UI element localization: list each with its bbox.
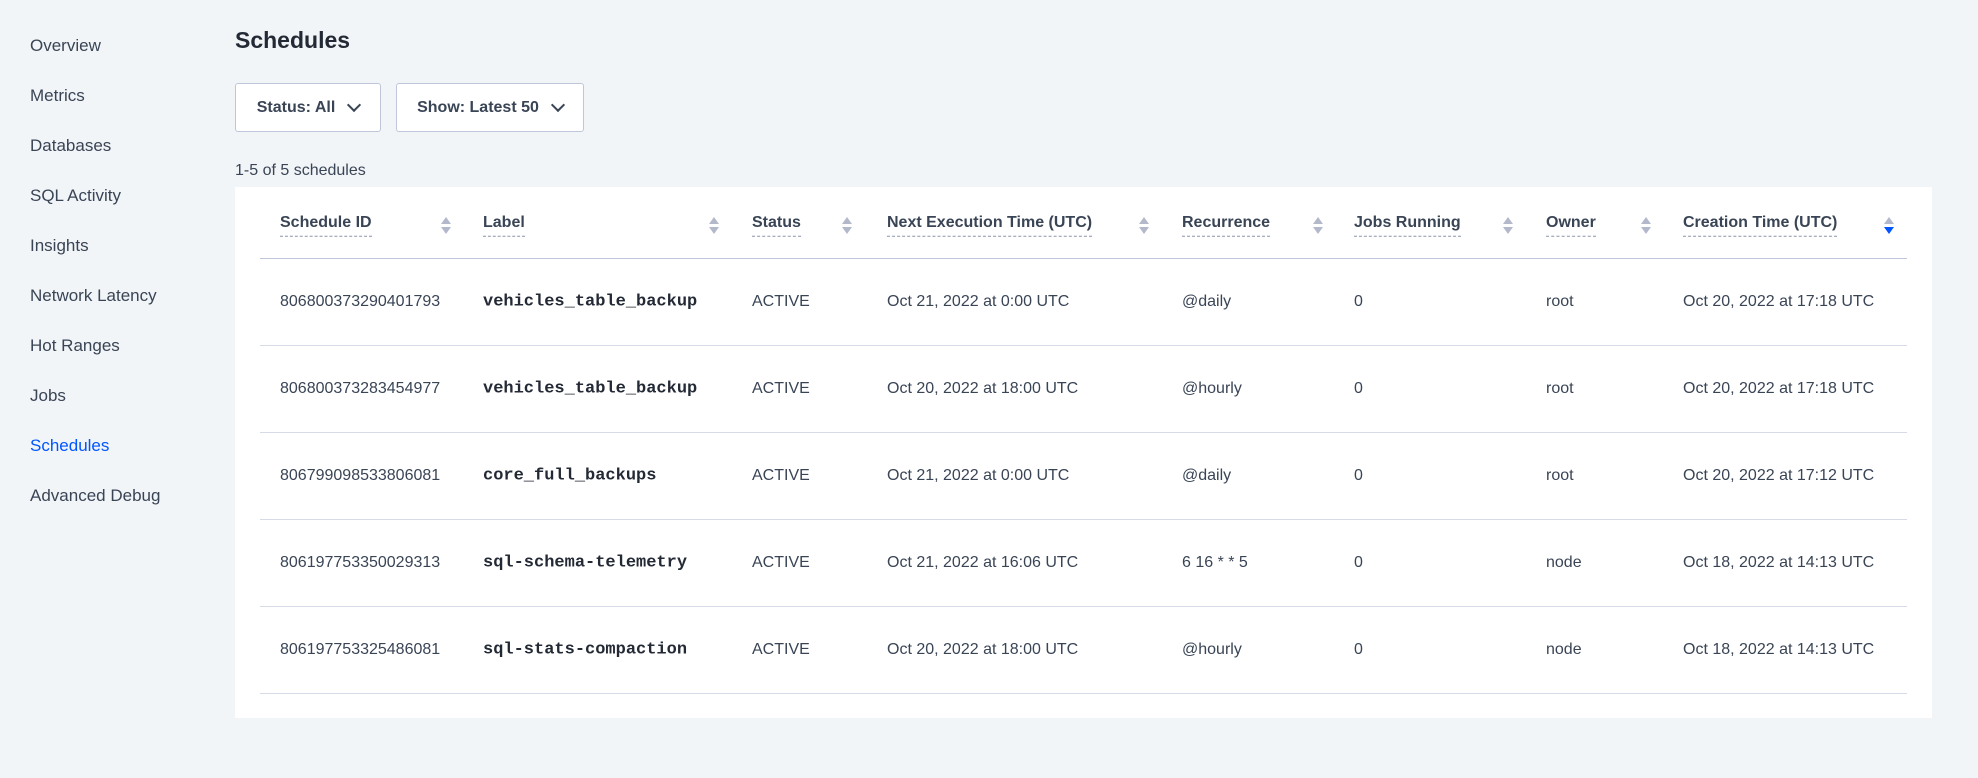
cell-jobs-running: 0 bbox=[1354, 641, 1363, 658]
cell-label: core_full_backups bbox=[483, 466, 657, 486]
cell-next-execution-time-utc: Oct 21, 2022 at 16:06 UTC bbox=[887, 554, 1079, 571]
table-row: 806800373290401793 vehicles_table_backup A… bbox=[260, 259, 1907, 346]
cell-label: vehicles_table_backup bbox=[483, 379, 698, 399]
cell-status: ACTIVE bbox=[752, 554, 810, 571]
show-filter-dropdown[interactable]: Show: Latest 50 bbox=[396, 83, 584, 132]
sort-icon[interactable] bbox=[842, 217, 852, 237]
cell-schedule-id: 806800373290401793 bbox=[280, 293, 441, 310]
sort-icon[interactable] bbox=[1641, 217, 1651, 237]
sort-icon[interactable] bbox=[441, 217, 451, 237]
cell-creation-time-utc: Oct 18, 2022 at 14:13 UTC bbox=[1683, 554, 1875, 571]
sort-icon[interactable] bbox=[1884, 217, 1894, 237]
table-row: 806197753325486081 sql-stats-compaction AC… bbox=[260, 607, 1907, 694]
schedules-table: Schedule ID Label Status Next Execution Tim… bbox=[260, 187, 1907, 694]
cell-label: vehicles_table_backup bbox=[483, 292, 698, 312]
status-filter-label: Status: All bbox=[256, 98, 336, 116]
column-header[interactable]: Creation Time (UTC) bbox=[1683, 214, 1838, 237]
cell-status: ACTIVE bbox=[752, 641, 810, 658]
status-filter-dropdown[interactable]: Status: All bbox=[235, 83, 381, 132]
table-row: 806197753350029313 sql-schema-telemetry AC… bbox=[260, 520, 1907, 607]
table-header: Schedule ID Label Status Next Execution Tim… bbox=[260, 187, 1907, 259]
cell-recurrence: @daily bbox=[1182, 467, 1232, 484]
cell-creation-time-utc: Oct 18, 2022 at 14:13 UTC bbox=[1683, 641, 1875, 658]
cell-creation-time-utc: Oct 20, 2022 at 17:12 UTC bbox=[1683, 467, 1875, 484]
sort-icon[interactable] bbox=[709, 217, 719, 237]
cell-owner: root bbox=[1546, 380, 1574, 397]
cell-next-execution-time-utc: Oct 20, 2022 at 18:00 UTC bbox=[887, 380, 1079, 397]
cell-next-execution-time-utc: Oct 21, 2022 at 0:00 UTC bbox=[887, 467, 1070, 484]
sidebar-item-jobs[interactable]: Jobs bbox=[30, 386, 66, 405]
cell-jobs-running: 0 bbox=[1354, 467, 1363, 484]
sidebar-item-databases[interactable]: Databases bbox=[30, 136, 112, 155]
show-filter-label: Show: Latest 50 bbox=[417, 98, 539, 116]
cell-creation-time-utc: Oct 20, 2022 at 17:18 UTC bbox=[1683, 380, 1875, 397]
column-header[interactable]: Next Execution Time (UTC) bbox=[887, 214, 1093, 237]
chevron-down-icon bbox=[550, 97, 565, 113]
sidebar-nav: Overview Metrics Databases SQL Activity Insi… bbox=[30, 34, 160, 534]
column-header[interactable]: Recurrence bbox=[1182, 214, 1271, 237]
result-count: 1-5 of 5 schedules bbox=[235, 162, 366, 179]
column-header[interactable]: Label bbox=[483, 214, 525, 237]
cell-recurrence: @daily bbox=[1182, 293, 1232, 310]
sidebar-item-sql-activity[interactable]: SQL Activity bbox=[30, 186, 122, 205]
cell-status: ACTIVE bbox=[752, 467, 810, 484]
cell-label: sql-schema-telemetry bbox=[483, 553, 688, 573]
cell-schedule-id: 806197753325486081 bbox=[280, 641, 441, 658]
sidebar-item-network-latency[interactable]: Network Latency bbox=[30, 286, 157, 305]
cell-status: ACTIVE bbox=[752, 293, 810, 310]
cell-creation-time-utc: Oct 20, 2022 at 17:18 UTC bbox=[1683, 293, 1875, 310]
cell-label: sql-stats-compaction bbox=[483, 640, 688, 660]
cell-next-execution-time-utc: Oct 21, 2022 at 0:00 UTC bbox=[887, 293, 1070, 310]
sidebar-item-overview[interactable]: Overview bbox=[30, 36, 101, 55]
chevron-down-icon bbox=[347, 97, 362, 113]
table-row: 806799098533806081 core_full_backups ACTIV… bbox=[260, 433, 1907, 520]
cell-recurrence: @hourly bbox=[1182, 380, 1242, 397]
sidebar-item-hot-ranges[interactable]: Hot Ranges bbox=[30, 336, 120, 355]
cell-schedule-id: 806799098533806081 bbox=[280, 467, 441, 484]
sort-icon[interactable] bbox=[1313, 217, 1323, 237]
page-title: Schedules bbox=[235, 27, 351, 53]
cell-owner: node bbox=[1546, 554, 1582, 571]
sidebar-item-schedules[interactable]: Schedules bbox=[30, 436, 110, 455]
cell-schedule-id: 806197753350029313 bbox=[280, 554, 441, 571]
cell-owner: root bbox=[1546, 293, 1574, 310]
cell-recurrence: 6 16 * * 5 bbox=[1182, 554, 1248, 571]
schedules-table-card: Schedule ID Label Status Next Execution Tim… bbox=[235, 187, 1932, 718]
sidebar-item-advanced-debug[interactable]: Advanced Debug bbox=[30, 486, 161, 505]
sort-icon[interactable] bbox=[1139, 217, 1149, 237]
sidebar-item-metrics[interactable]: Metrics bbox=[30, 86, 85, 105]
cell-next-execution-time-utc: Oct 20, 2022 at 18:00 UTC bbox=[887, 641, 1079, 658]
cell-owner: root bbox=[1546, 467, 1574, 484]
cell-jobs-running: 0 bbox=[1354, 380, 1363, 397]
sort-icon[interactable] bbox=[1503, 217, 1513, 237]
cell-jobs-running: 0 bbox=[1354, 293, 1363, 310]
cell-recurrence: @hourly bbox=[1182, 641, 1242, 658]
sidebar-item-insights[interactable]: Insights bbox=[30, 236, 89, 255]
cell-schedule-id: 806800373283454977 bbox=[280, 380, 441, 397]
column-header[interactable]: Jobs Running bbox=[1354, 214, 1461, 237]
column-header[interactable]: Owner bbox=[1546, 214, 1596, 237]
table-row: 806800373283454977 vehicles_table_backup A… bbox=[260, 346, 1907, 433]
cell-status: ACTIVE bbox=[752, 380, 810, 397]
cell-owner: node bbox=[1546, 641, 1582, 658]
column-header[interactable]: Schedule ID bbox=[280, 214, 372, 237]
cell-jobs-running: 0 bbox=[1354, 554, 1363, 571]
column-header[interactable]: Status bbox=[752, 214, 801, 237]
